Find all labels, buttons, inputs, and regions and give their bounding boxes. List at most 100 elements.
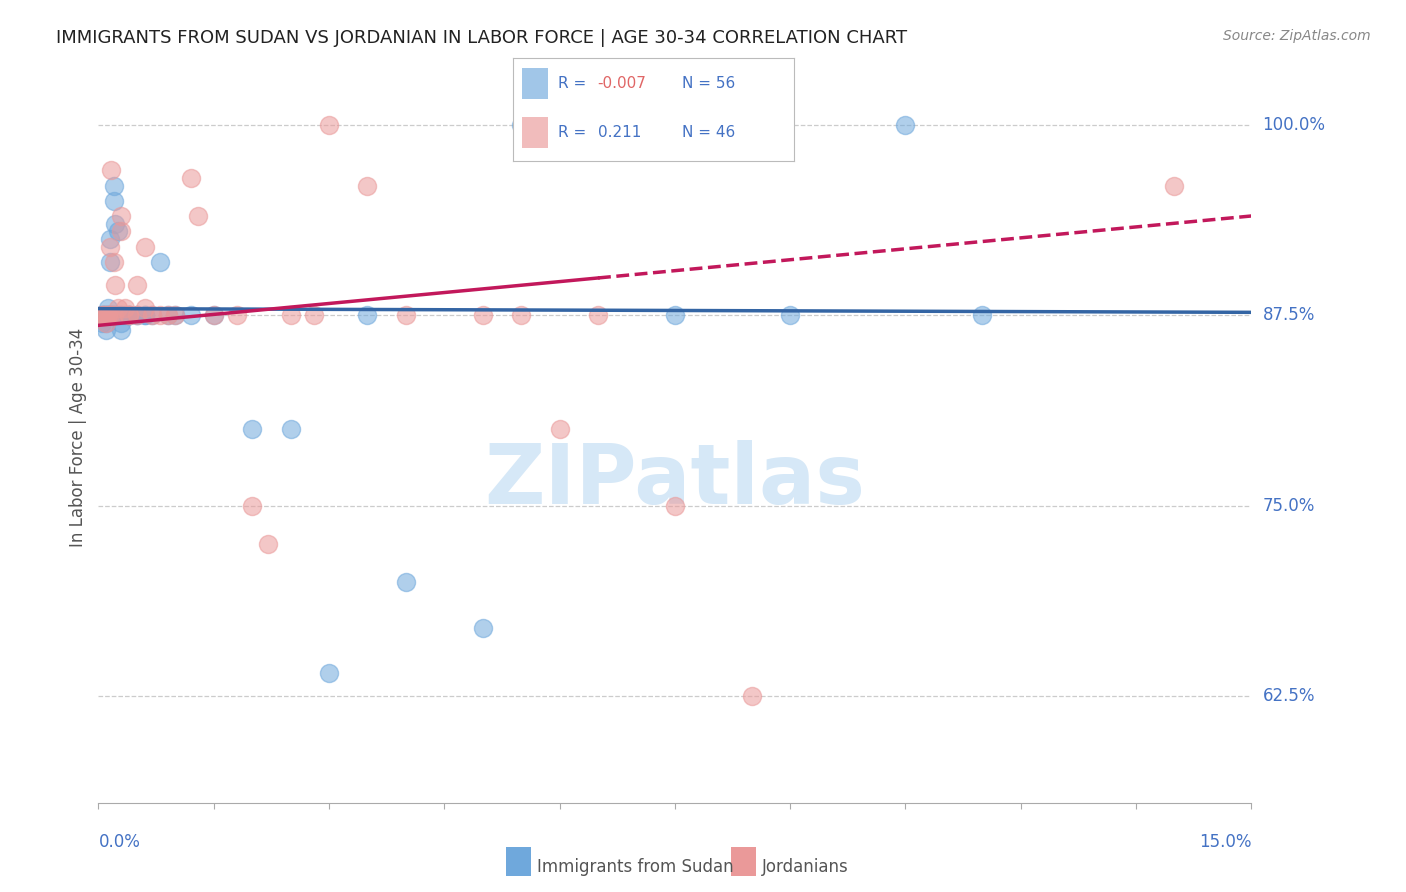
Point	[280, 422, 302, 436]
Point	[107, 301, 129, 315]
Point	[104, 277, 127, 292]
Text: 62.5%: 62.5%	[1263, 687, 1315, 706]
Point	[103, 255, 125, 269]
Point	[156, 308, 179, 322]
Point	[548, 118, 571, 132]
Point	[97, 308, 120, 322]
Point	[107, 224, 129, 238]
Point	[165, 308, 187, 322]
Point	[134, 239, 156, 253]
Point	[97, 301, 120, 315]
Point	[471, 621, 494, 635]
Point	[110, 316, 132, 330]
Point	[94, 308, 117, 322]
Point	[741, 689, 763, 703]
Point	[97, 308, 120, 322]
Point	[141, 308, 163, 322]
Point	[156, 308, 179, 322]
Point	[125, 308, 148, 322]
Point	[94, 308, 117, 322]
Point	[98, 232, 121, 246]
Point	[101, 308, 124, 322]
Point	[165, 308, 187, 322]
Point	[103, 308, 125, 322]
Point	[94, 316, 117, 330]
Point	[134, 308, 156, 322]
Point	[100, 163, 122, 178]
Point	[141, 308, 163, 322]
Point	[779, 308, 801, 322]
Point	[107, 308, 129, 322]
Point	[93, 308, 115, 322]
Point	[110, 308, 132, 322]
Text: N = 56: N = 56	[682, 76, 735, 91]
Point	[256, 537, 278, 551]
Point	[149, 308, 172, 322]
Point	[202, 308, 225, 322]
Point	[125, 277, 148, 292]
Point	[101, 308, 124, 322]
Point	[104, 308, 127, 322]
Point	[93, 308, 115, 322]
Point	[1163, 178, 1185, 193]
Point	[972, 308, 994, 322]
Text: 75.0%: 75.0%	[1263, 497, 1315, 515]
Point	[97, 308, 120, 322]
Text: 0.211: 0.211	[598, 126, 641, 140]
Text: IMMIGRANTS FROM SUDAN VS JORDANIAN IN LABOR FORCE | AGE 30-34 CORRELATION CHART: IMMIGRANTS FROM SUDAN VS JORDANIAN IN LA…	[56, 29, 907, 47]
Text: 0.0%: 0.0%	[98, 833, 141, 851]
Point	[94, 323, 117, 337]
Point	[664, 499, 686, 513]
Text: Source: ZipAtlas.com: Source: ZipAtlas.com	[1223, 29, 1371, 44]
Point	[134, 301, 156, 315]
Point	[125, 308, 148, 322]
Text: -0.007: -0.007	[598, 76, 647, 91]
Point	[98, 239, 121, 253]
Point	[318, 666, 340, 681]
Point	[98, 308, 121, 322]
Point	[94, 316, 117, 330]
Point	[510, 118, 533, 132]
Point	[98, 308, 121, 322]
Text: R =: R =	[558, 126, 586, 140]
Point	[280, 308, 302, 322]
Text: 100.0%: 100.0%	[1263, 116, 1326, 134]
Point	[626, 118, 648, 132]
FancyBboxPatch shape	[522, 69, 548, 99]
Point	[180, 171, 202, 186]
Point	[149, 255, 172, 269]
Point	[356, 308, 378, 322]
Point	[187, 209, 209, 223]
Point	[118, 308, 141, 322]
Point	[548, 422, 571, 436]
Point	[510, 308, 533, 322]
Point	[664, 308, 686, 322]
Point	[586, 118, 609, 132]
Point	[356, 178, 378, 193]
Point	[91, 308, 114, 322]
Point	[110, 308, 132, 322]
Point	[240, 499, 263, 513]
Point	[103, 178, 125, 193]
Point	[240, 422, 263, 436]
Point	[302, 308, 325, 322]
Point	[103, 194, 125, 208]
Point	[114, 301, 136, 315]
Text: R =: R =	[558, 76, 586, 91]
Text: Immigrants from Sudan: Immigrants from Sudan	[537, 858, 734, 876]
Point	[93, 308, 115, 322]
Point	[110, 224, 132, 238]
Point	[118, 308, 141, 322]
Y-axis label: In Labor Force | Age 30-34: In Labor Force | Age 30-34	[69, 327, 87, 547]
Point	[98, 255, 121, 269]
Point	[110, 323, 132, 337]
Point	[225, 308, 247, 322]
Point	[91, 308, 114, 322]
FancyBboxPatch shape	[522, 118, 548, 148]
Point	[104, 217, 127, 231]
Point	[100, 308, 122, 322]
Point	[471, 308, 494, 322]
Point	[395, 308, 418, 322]
Text: ZIPatlas: ZIPatlas	[485, 441, 865, 522]
Point	[894, 118, 917, 132]
